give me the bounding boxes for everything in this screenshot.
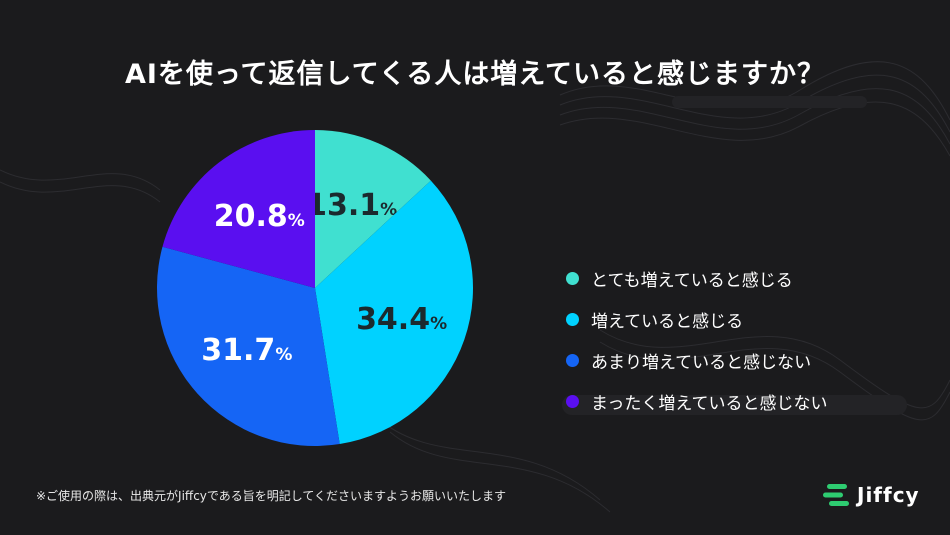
- pie-slice-2: [315, 180, 473, 445]
- brand-logo: Jiffcy: [823, 483, 920, 507]
- legend-item-1: とても増えていると感じる: [566, 268, 827, 291]
- legend-item-2: 増えていると感じる: [566, 309, 827, 332]
- source-footnote: ※ご使用の際は、出典元がJiffcyである旨を明記してくださいますようお願いいた…: [36, 489, 507, 503]
- legend-swatch: [566, 271, 579, 285]
- legend-item-4: まったく増えていると感じない: [566, 391, 828, 414]
- legend-label: 増えていると感じる: [591, 311, 744, 332]
- legend-swatch: [566, 312, 579, 326]
- stacked-bars-logo-icon: [823, 484, 849, 506]
- pie-data-label-1: 13.1%: [306, 188, 397, 223]
- legend-label: まったく増えていると感じない: [591, 393, 828, 414]
- pie-data-label-4: 20.8%: [214, 199, 305, 234]
- legend-swatch: [566, 394, 579, 408]
- pie-slice-1: [315, 130, 431, 288]
- pie-data-label-2: 34.4%: [356, 302, 447, 337]
- chart-title: AIを使って返信してくる人は増えていると感じますか？: [124, 59, 826, 90]
- chart-legend: とても増えていると感じる 増えていると感じるあまり増えていると感じない まったく増え…: [566, 268, 827, 432]
- pie-slice-4: [162, 130, 315, 288]
- pie-data-label-3: 31.7%: [201, 333, 292, 368]
- brand-name: Jiffcy: [857, 483, 920, 507]
- pie-slice-3: [157, 246, 340, 446]
- pie-chart: 13.1% 34.4% 31.7% 20.8%: [157, 130, 473, 446]
- legend-label: とても増えていると感じる: [591, 270, 793, 291]
- legend-swatch: [566, 353, 579, 367]
- legend-item-3: あまり増えていると感じない: [566, 350, 827, 373]
- legend-label: あまり増えていると感じない: [591, 352, 812, 373]
